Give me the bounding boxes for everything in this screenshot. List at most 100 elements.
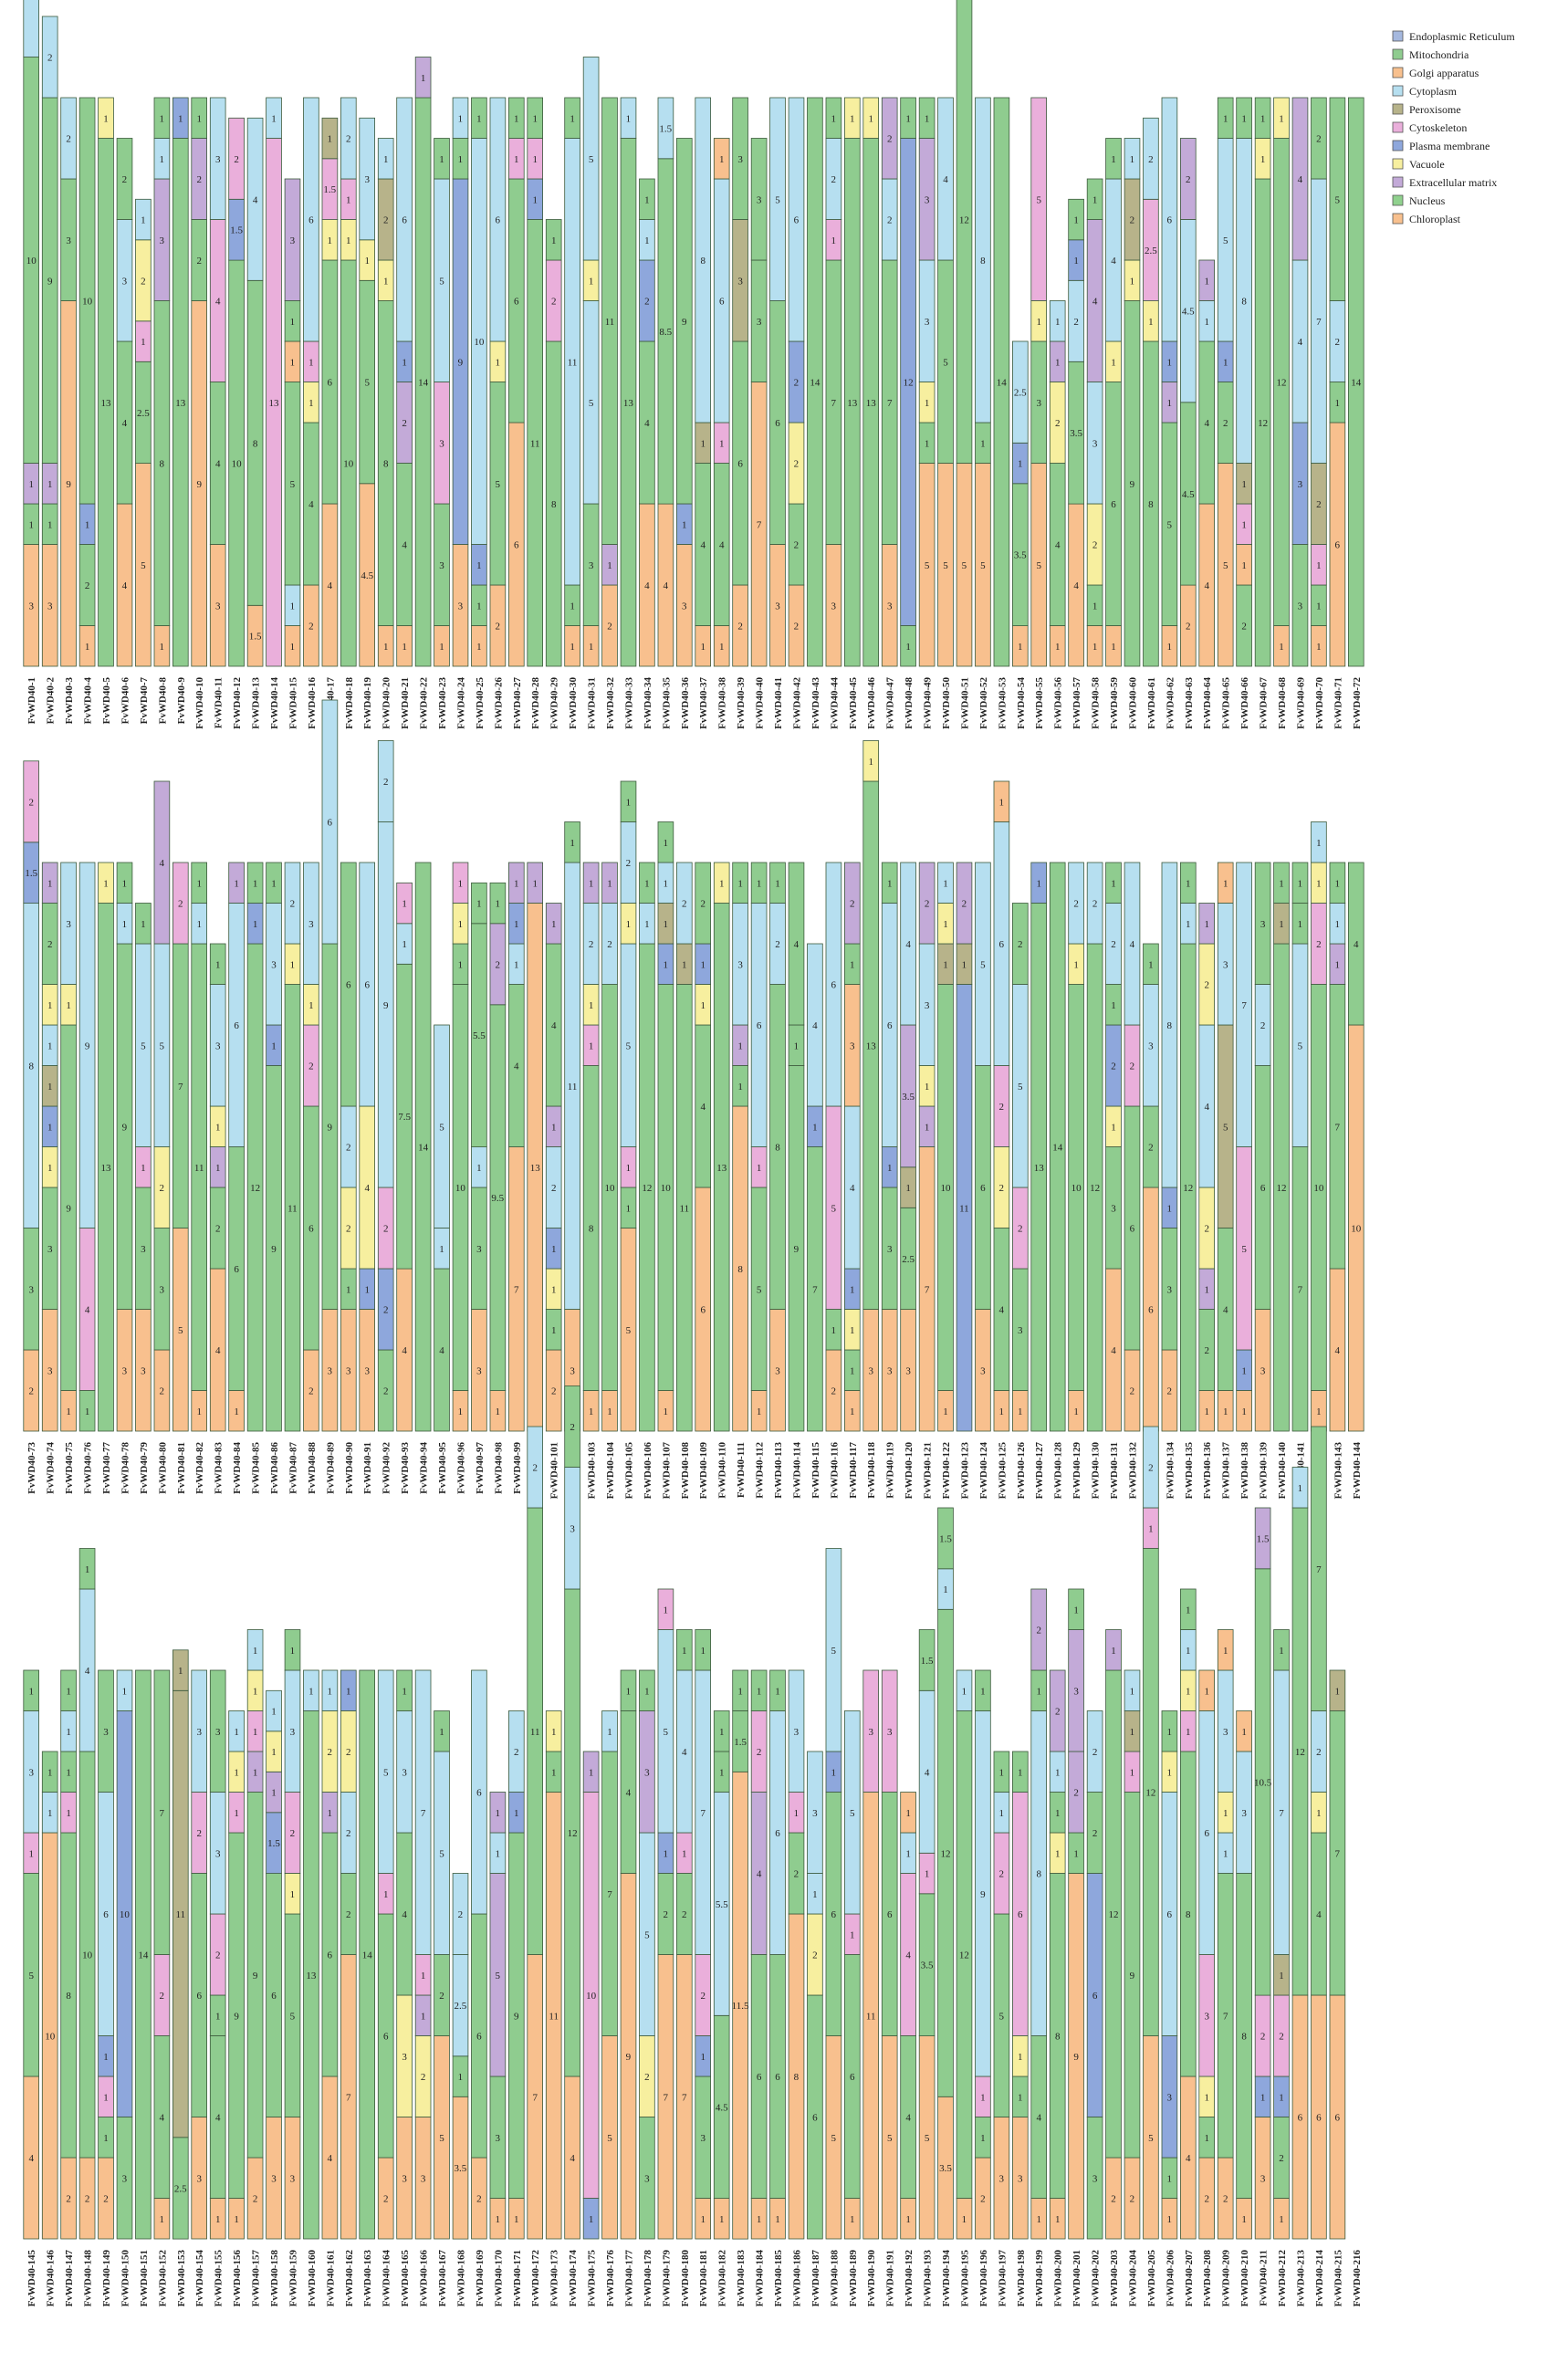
- segment-value-label: 2: [178, 899, 183, 910]
- bar-segment: [116, 1669, 133, 1711]
- segment-value-label: 8: [28, 1061, 34, 1072]
- category-tick-label: FvWD40-72: [1352, 677, 1363, 729]
- segment-value-label: 2: [196, 256, 202, 267]
- category-tick-label: FvWD40-1: [26, 677, 37, 724]
- segment-value-label: 1: [1148, 1523, 1154, 1534]
- segment-value-label: 12: [1183, 1183, 1193, 1194]
- segment-value-label: 10: [455, 1183, 466, 1194]
- segment-value-label: 1: [1204, 1406, 1209, 1417]
- legend-swatch: [1392, 103, 1404, 115]
- segment-value-label: 1: [47, 1082, 53, 1093]
- segment-value-label: 1: [719, 1727, 725, 1738]
- segment-value-label: 3: [570, 1523, 575, 1534]
- segment-value-label: 6: [328, 378, 333, 389]
- segment-value-label: 1: [943, 959, 948, 970]
- segment-value-label: 1: [943, 919, 948, 930]
- segment-value-label: 1: [831, 1325, 837, 1336]
- bar-segment: [1273, 862, 1290, 904]
- segment-value-label: 4: [364, 1183, 370, 1194]
- segment-value-label: 1: [66, 1727, 71, 1738]
- segment-value-label: 1: [1260, 113, 1266, 124]
- segment-value-label: 2: [346, 1909, 351, 1920]
- bar-segment: [975, 1669, 991, 1711]
- segment-value-label: 1: [775, 878, 780, 889]
- segment-value-label: 1: [402, 1686, 407, 1697]
- segment-value-label: 1: [122, 919, 128, 930]
- segment-value-label: 1: [607, 560, 612, 571]
- segment-value-label: 3: [476, 1244, 482, 1255]
- bar-segment: [191, 1669, 208, 1793]
- bar-segment: [377, 1669, 394, 1874]
- segment-value-label: 3: [868, 1365, 873, 1376]
- segment-value-label: 1: [1298, 919, 1303, 930]
- segment-value-label: 1: [664, 1406, 669, 1417]
- segment-value-label: 4: [719, 540, 725, 551]
- segment-value-label: 3: [103, 1727, 109, 1738]
- segment-value-label: 1: [812, 1122, 818, 1133]
- segment-value-label: 14: [810, 378, 821, 389]
- bar-segment: [153, 97, 171, 139]
- segment-value-label: 3: [364, 174, 370, 185]
- segment-value-label: 1: [1055, 2214, 1061, 2225]
- bar-segment: [1236, 862, 1252, 1147]
- segment-value-label: 1: [476, 560, 482, 571]
- segment-value-label: 1: [178, 113, 183, 124]
- bar-FvWD40-1: 311103FvWD40-1: [23, 0, 39, 724]
- segment-value-label: 1: [794, 1040, 800, 1051]
- segment-value-label: 5: [850, 1808, 855, 1819]
- category-tick-label: FvWD40-2: [46, 677, 57, 725]
- segment-value-label: 4: [1092, 297, 1098, 308]
- category-tick-label: FvWD40-18: [344, 677, 355, 729]
- segment-value-label: 5: [160, 1040, 165, 1051]
- bar-segment: [956, 862, 973, 945]
- bar-segment: [1180, 1588, 1197, 1630]
- category-tick-label: FvWD40-81: [176, 1442, 187, 1494]
- segment-value-label: 1: [1036, 878, 1041, 889]
- segment-value-label: 7: [925, 1284, 930, 1295]
- bar-segment: [396, 97, 413, 342]
- segment-value-label: 5: [439, 2133, 444, 2144]
- segment-value-label: 4: [28, 2153, 34, 2164]
- bar-segment: [750, 1669, 768, 1711]
- category-tick-label: FvWD40-93: [400, 1442, 411, 1494]
- segment-value-label: 1: [1279, 919, 1284, 930]
- segment-value-label: 3: [28, 1767, 34, 1778]
- category-tick-label: FvWD40-214: [1314, 2250, 1325, 2307]
- segment-value-label: 12: [1277, 378, 1287, 389]
- bar-segment: [1049, 862, 1066, 1432]
- segment-value-label: 3: [570, 1365, 575, 1376]
- legend-label: Cytoplasm: [1409, 85, 1458, 98]
- segment-value-label: 2: [439, 1991, 444, 2002]
- segment-value-label: 1: [364, 256, 370, 267]
- segment-value-label: 5: [644, 1929, 650, 1940]
- segment-value-label: 2: [812, 1950, 818, 1961]
- segment-value-label: 1: [794, 1808, 800, 1819]
- category-tick-label: FvWD40-19: [362, 677, 373, 729]
- bar-segment: [153, 780, 171, 945]
- segment-value-label: 3: [122, 276, 128, 287]
- segment-value-label: 12: [1277, 1183, 1287, 1194]
- segment-value-label: 1: [999, 797, 1005, 808]
- bar-segment: [1124, 1669, 1141, 1711]
- bar-segment: [713, 138, 730, 180]
- category-tick-label: FvWD40-176: [605, 2250, 616, 2307]
- category-tick-label: FvWD40-149: [101, 2250, 112, 2307]
- segment-value-label: 3: [1260, 1365, 1266, 1376]
